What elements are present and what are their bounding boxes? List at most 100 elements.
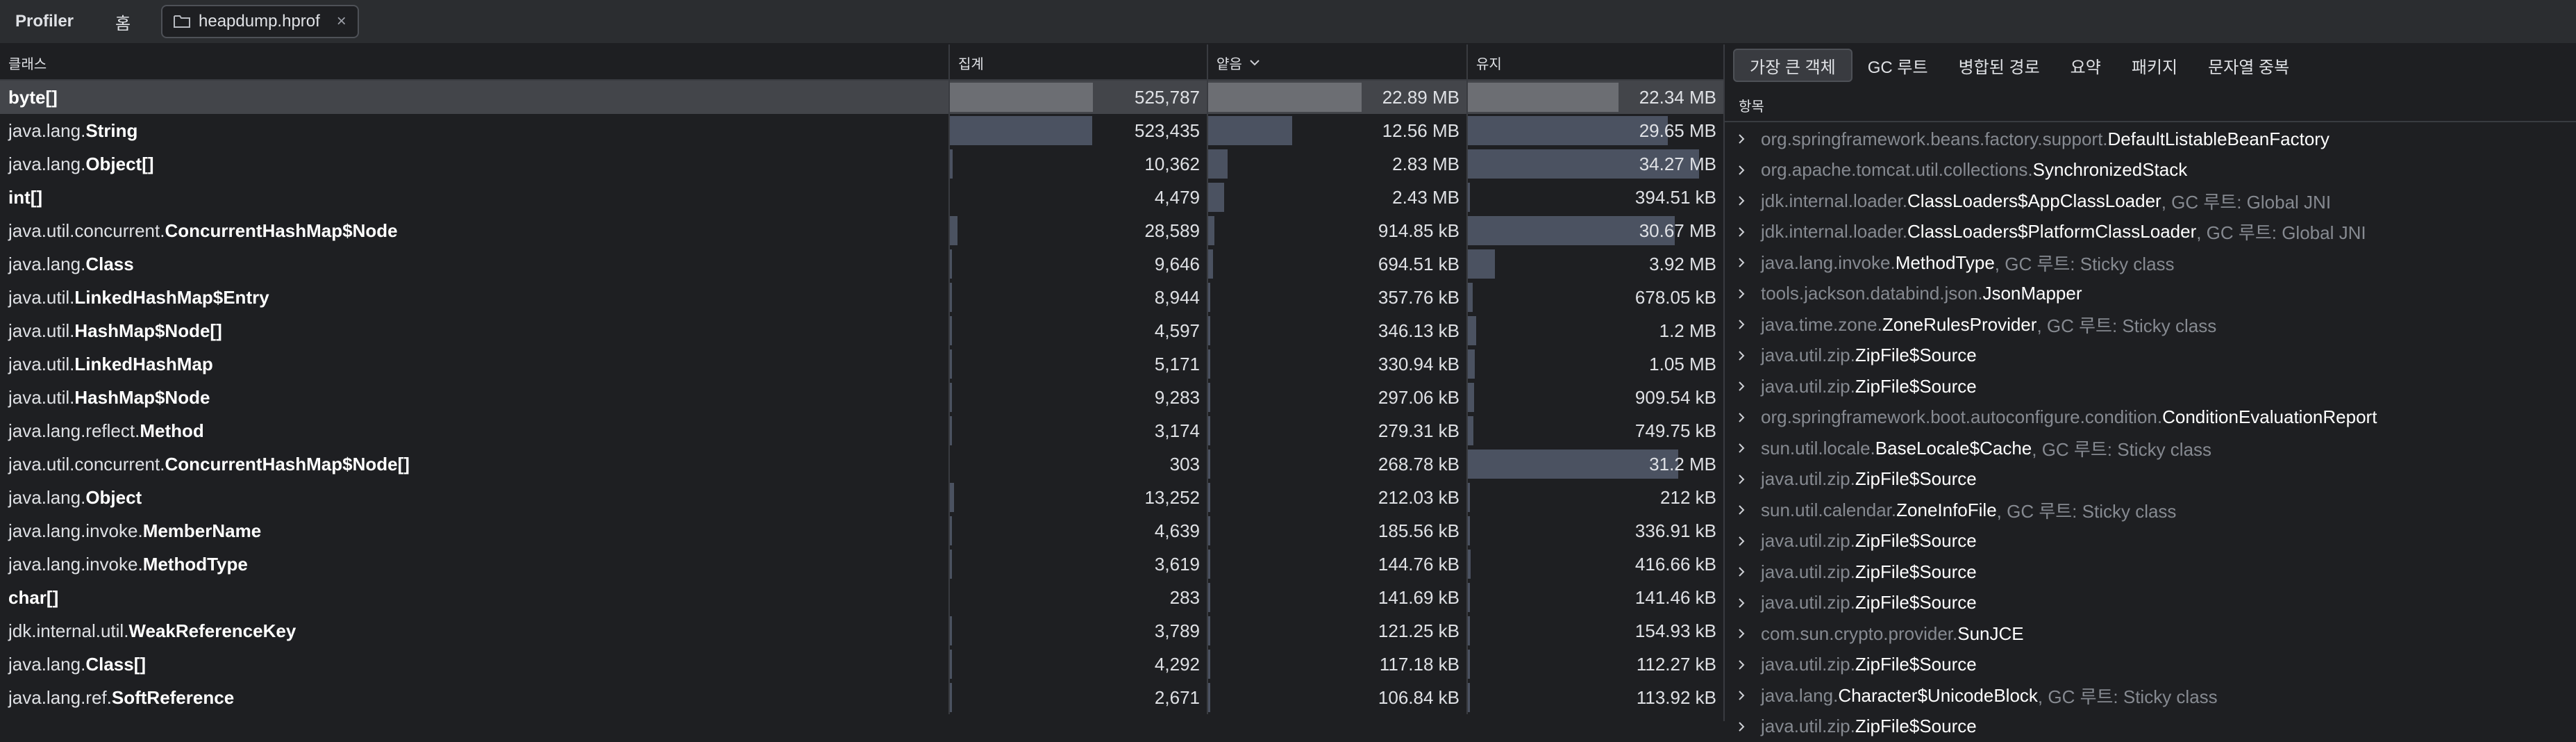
- count-value: 3,174: [1155, 420, 1200, 442]
- chevron-right-icon[interactable]: [1736, 628, 1747, 639]
- shallow-cell: 346.13 kB: [1207, 314, 1466, 347]
- tree-item[interactable]: jdk.internal.loader.ClassLoaders$Platfor…: [1725, 217, 2576, 248]
- chevron-right-icon[interactable]: [1736, 165, 1747, 176]
- tree-item[interactable]: sun.util.calendar.ZoneInfoFile, GC 루트: S…: [1725, 495, 2576, 526]
- chevron-right-icon[interactable]: [1736, 226, 1747, 238]
- shallow-value: 357.76 kB: [1378, 287, 1460, 308]
- tree-item[interactable]: java.time.zone.ZoneRulesProvider, GC 루트:…: [1725, 309, 2576, 340]
- shallow-bar: [1208, 83, 1362, 112]
- column-retained[interactable]: 유지: [1466, 44, 1723, 81]
- panel-tab[interactable]: 가장 큰 객체: [1733, 49, 1852, 82]
- count-cell: 283: [948, 581, 1207, 614]
- count-cell: 9,283: [948, 381, 1207, 414]
- panel-tab[interactable]: 병합된 경로: [1943, 49, 2055, 82]
- count-bar: [950, 149, 953, 179]
- retained-bar: [1468, 616, 1470, 645]
- chevron-right-icon[interactable]: [1736, 721, 1747, 732]
- retained-value: 1.2 MB: [1659, 320, 1716, 342]
- package-name: java.util.zip.: [1761, 716, 1855, 737]
- chevron-right-icon[interactable]: [1736, 350, 1747, 361]
- package-name: java.lang.: [8, 120, 85, 142]
- chevron-right-icon[interactable]: [1736, 504, 1747, 516]
- tree-item[interactable]: java.util.zip.ZipFile$Source: [1725, 556, 2576, 588]
- chevron-right-icon[interactable]: [1736, 319, 1747, 330]
- tree-item[interactable]: com.sun.crypto.provider.SunJCE: [1725, 618, 2576, 650]
- chevron-right-icon[interactable]: [1736, 381, 1747, 392]
- panel-tab[interactable]: 문자열 중복: [2193, 49, 2305, 82]
- chevron-right-icon[interactable]: [1736, 195, 1747, 206]
- count-value: 9,646: [1155, 254, 1200, 275]
- tree-item[interactable]: java.util.zip.ZipFile$Source: [1725, 588, 2576, 619]
- table-row[interactable]: java.util.concurrent.ConcurrentHashMap$N…: [0, 447, 1723, 481]
- tree-item[interactable]: org.springframework.boot.autoconfigure.c…: [1725, 402, 2576, 434]
- class-name-cell: java.util.LinkedHashMap: [0, 347, 948, 381]
- retained-value: 394.51 kB: [1635, 187, 1716, 208]
- tree-item[interactable]: sun.util.locale.BaseLocale$Cache, GC 루트:…: [1725, 433, 2576, 464]
- count-cell: 4,597: [948, 314, 1207, 347]
- class-name: ZipFile$Source: [1855, 654, 1977, 675]
- tree-item[interactable]: java.util.zip.ZipFile$Source: [1725, 526, 2576, 557]
- chevron-right-icon[interactable]: [1736, 536, 1747, 547]
- chevron-right-icon[interactable]: [1736, 597, 1747, 609]
- count-bar: [950, 349, 952, 379]
- shallow-bar: [1208, 516, 1210, 545]
- chevron-right-icon[interactable]: [1736, 133, 1747, 145]
- column-class[interactable]: 클래스: [0, 44, 948, 81]
- column-shallow-label: 얕음: [1216, 53, 1242, 73]
- chevron-right-icon[interactable]: [1736, 288, 1747, 299]
- tree-item[interactable]: java.lang.invoke.MethodType, GC 루트: Stic…: [1725, 247, 2576, 279]
- tree-item[interactable]: java.lang.Character$UnicodeBlock, GC 루트:…: [1725, 680, 2576, 711]
- panel-tab[interactable]: 요약: [2055, 49, 2116, 82]
- package-name: java.lang.: [8, 154, 85, 175]
- file-tab[interactable]: heapdump.hprof ×: [161, 5, 359, 38]
- package-name: java.lang.reflect.: [8, 420, 140, 442]
- count-bar: [950, 683, 952, 712]
- tree-item[interactable]: org.apache.tomcat.util.collections.Synch…: [1725, 155, 2576, 186]
- tree-item[interactable]: java.util.zip.ZipFile$Source: [1725, 711, 2576, 742]
- chevron-right-icon[interactable]: [1736, 443, 1747, 454]
- package-name: java.time.zone.: [1761, 314, 1882, 336]
- tree-item[interactable]: org.springframework.beans.factory.suppor…: [1725, 124, 2576, 155]
- table-row[interactable]: java.util.concurrent.ConcurrentHashMap$N…: [0, 214, 1723, 247]
- retained-bar: [1468, 683, 1470, 712]
- home-tab[interactable]: 홈: [115, 10, 151, 34]
- chevron-right-icon[interactable]: [1736, 474, 1747, 485]
- tree-item[interactable]: java.util.zip.ZipFile$Source: [1725, 464, 2576, 495]
- tree-item[interactable]: java.util.zip.ZipFile$Source: [1725, 650, 2576, 681]
- panel-tab[interactable]: GC 루트: [1852, 49, 1943, 82]
- class-name: ZipFile$Source: [1855, 468, 1977, 490]
- tree-item[interactable]: java.util.zip.ZipFile$Source: [1725, 371, 2576, 402]
- chevron-right-icon[interactable]: [1736, 566, 1747, 577]
- tree-item[interactable]: tools.jackson.databind.json.JsonMapper: [1725, 279, 2576, 310]
- chevron-right-icon[interactable]: [1736, 257, 1747, 268]
- count-bar: [950, 550, 952, 579]
- column-count[interactable]: 집계: [948, 44, 1207, 81]
- chevron-right-icon[interactable]: [1736, 659, 1747, 670]
- chevron-right-icon[interactable]: [1736, 412, 1747, 423]
- class-name: ZoneRulesProvider: [1882, 314, 2037, 336]
- close-icon[interactable]: ×: [337, 12, 346, 31]
- column-shallow[interactable]: 얕음: [1207, 44, 1466, 81]
- panel-tab[interactable]: 패키지: [2116, 49, 2193, 82]
- chevron-right-icon[interactable]: [1736, 690, 1747, 701]
- tree-item[interactable]: jdk.internal.loader.ClassLoaders$AppClas…: [1725, 186, 2576, 217]
- tree-item[interactable]: java.util.zip.ZipFile$Source: [1725, 340, 2576, 372]
- package-name: sun.util.calendar.: [1761, 500, 1896, 521]
